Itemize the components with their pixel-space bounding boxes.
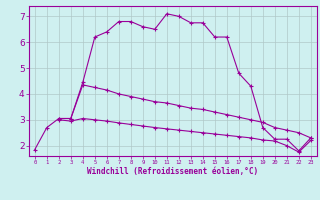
X-axis label: Windchill (Refroidissement éolien,°C): Windchill (Refroidissement éolien,°C) xyxy=(87,167,258,176)
